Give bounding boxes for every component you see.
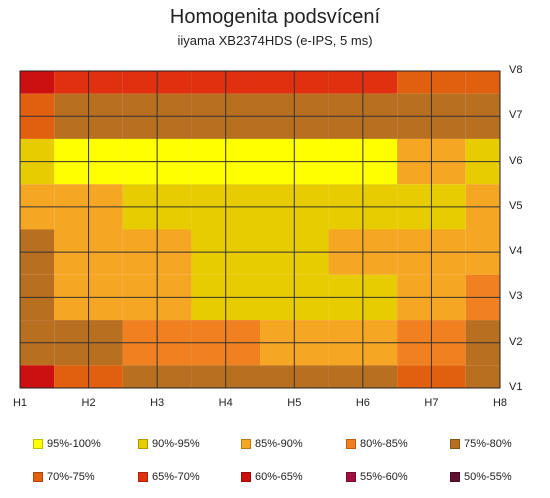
legend-item: 55%-60% [346, 471, 408, 483]
legend-item: 75%-80% [450, 438, 512, 450]
y-tick-label: V6 [509, 154, 523, 167]
y-tick-label: V2 [509, 335, 523, 348]
legend-swatch [138, 472, 148, 482]
x-tick-label: H2 [81, 397, 96, 409]
y-tick-label: V1 [509, 381, 523, 393]
legend-label: 50%-55% [464, 471, 512, 483]
chart-title: Homogenita podsvícení [169, 6, 381, 28]
legend-item: 95%-100% [33, 438, 101, 450]
legend-swatch [241, 472, 251, 482]
legend-swatch [33, 472, 43, 482]
legend-swatch [346, 472, 356, 482]
legend-item: 65%-70% [138, 471, 200, 483]
legend-swatch [450, 472, 460, 482]
legend-label: 65%-70% [152, 471, 200, 483]
legend-item: 60%-65% [241, 471, 303, 483]
x-tick-label: H7 [424, 397, 439, 409]
legend-label: 70%-75% [47, 471, 95, 483]
legend-swatch [33, 439, 43, 449]
legend-label: 80%-85% [360, 438, 408, 450]
heatmap-cell [465, 71, 500, 94]
plot-frame [19, 70, 501, 389]
legend-swatch [138, 439, 148, 449]
legend-item: 50%-55% [450, 471, 512, 483]
chart-subtitle: iiyama XB2374HDS (e-IPS, 5 ms) [177, 33, 373, 48]
heatmap-cell [20, 71, 55, 94]
heatmap-cell [20, 365, 55, 388]
legend-item: 85%-90% [241, 438, 303, 450]
y-tick-label: V4 [509, 245, 523, 258]
legend-label: 60%-65% [255, 471, 303, 483]
heatmap-cell [465, 365, 500, 388]
legend-item: 90%-95% [138, 438, 200, 450]
legend-swatch [346, 439, 356, 449]
y-tick-label: V5 [509, 199, 523, 212]
legend-label: 55%-60% [360, 471, 408, 483]
y-tick-label: V7 [509, 109, 523, 122]
y-tick-label: V8 [509, 64, 523, 76]
legend-swatch [450, 439, 460, 449]
x-tick-label: H5 [287, 397, 302, 409]
legend-label: 75%-80% [464, 438, 512, 450]
y-tick-label: V3 [509, 290, 523, 303]
x-tick-label: H1 [12, 397, 28, 409]
x-tick-label: H3 [150, 397, 165, 409]
legend-label: 85%-90% [255, 438, 303, 450]
legend-swatch [241, 439, 251, 449]
legend-label: 95%-100% [47, 438, 101, 450]
x-tick-label: H4 [218, 397, 233, 409]
legend-item: 70%-75% [33, 471, 95, 483]
x-tick-label: H6 [355, 397, 370, 409]
x-tick-label: H8 [492, 397, 508, 409]
legend-item: 80%-85% [346, 438, 408, 450]
legend-label: 90%-95% [152, 438, 200, 450]
